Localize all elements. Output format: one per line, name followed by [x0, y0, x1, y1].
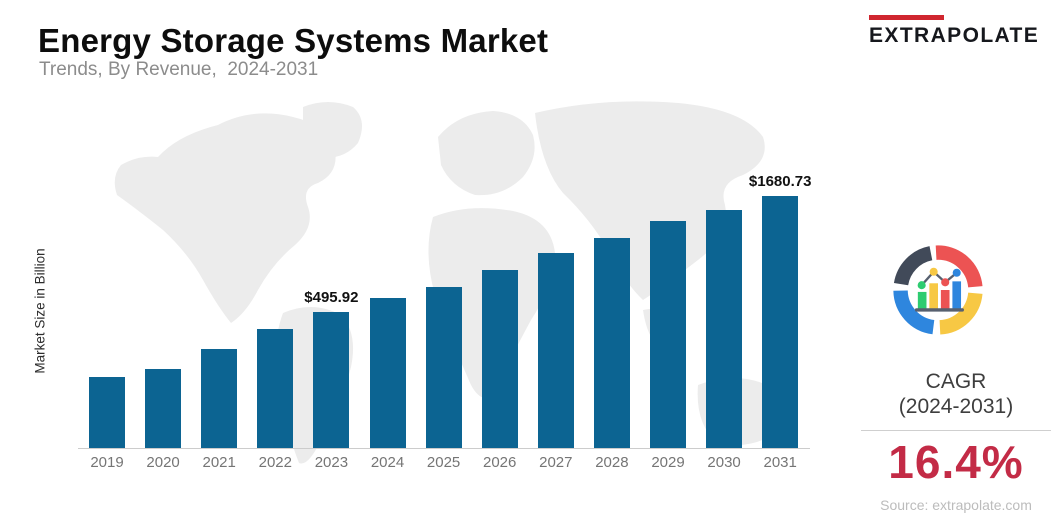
- bar-2028: [593, 238, 630, 448]
- data-label-2023: $495.92: [304, 289, 359, 306]
- x-axis-label-2022: 2022: [258, 454, 292, 471]
- source-attribution: Source: extrapolate.com: [880, 497, 1032, 514]
- x-axis-label-2026: 2026: [483, 454, 517, 471]
- donut-segment-charcoal: [893, 246, 933, 286]
- map-europe: [438, 111, 535, 196]
- logo-wordmark: EXTRAPOLATE: [869, 24, 1040, 47]
- data-label-2031: $1680.73: [748, 173, 812, 190]
- x-axis-label-2028: 2028: [595, 454, 629, 471]
- bar-2027: [537, 253, 574, 448]
- bar-2031: [762, 196, 799, 448]
- donut-segment-red: [935, 245, 983, 288]
- cagr-value: 16.4%: [888, 435, 1024, 488]
- page-title: Energy Storage Systems Market: [38, 22, 549, 59]
- y-axis-label: Market Size in Billion: [32, 248, 48, 374]
- x-axis-label-2031: 2031: [763, 454, 797, 471]
- bar-2019: [89, 377, 125, 448]
- trend-chart-icon: [914, 267, 964, 312]
- x-axis-label-2030: 2030: [707, 454, 741, 471]
- x-axis-line: [78, 448, 810, 449]
- x-axis-labels: 2019 2020 2021 2022 2023 2024 2025 2026 2027 2028…: [89, 454, 849, 476]
- x-axis-label-2029: 2029: [651, 454, 685, 471]
- cagr-label: CAGR: [925, 370, 987, 393]
- bar-2029: [650, 221, 686, 448]
- x-axis-label-2023: 2023: [314, 454, 349, 471]
- x-axis-label-2020: 2020: [146, 454, 180, 471]
- x-axis-label-2024: 2024: [370, 454, 405, 471]
- bar-2023: [313, 312, 350, 448]
- bar-2021: [201, 349, 238, 448]
- x-axis-label-2021: 2021: [202, 454, 236, 471]
- cagr-period: (2024-2031): [898, 394, 1014, 418]
- donut-segment-blue: [893, 290, 935, 335]
- x-axis-label-2019: 2019: [90, 454, 124, 471]
- bar-chart: $495.92 $1680.73: [89, 0, 849, 448]
- donut-segment-yellow: [939, 292, 983, 335]
- bar-2022: [257, 329, 294, 448]
- panel-divider: [861, 429, 1051, 431]
- bar-2020: [145, 369, 182, 448]
- cagr-panel: CAGR (2024-2031) 16.4% Source: extrapola…: [861, 370, 1051, 513]
- bar-2030: [706, 210, 743, 448]
- logo-accent-bar: [869, 15, 944, 20]
- cagr-donut-icon: [890, 242, 986, 338]
- bar-2025: [425, 287, 462, 448]
- x-axis-label-2025: 2025: [426, 454, 461, 471]
- page-subtitle: Trends, By Revenue, 2024-2031: [39, 59, 319, 80]
- brand-logo: EXTRAPOLATE: [869, 15, 1039, 48]
- bar-2026: [481, 270, 518, 448]
- x-axis-label-2027: 2027: [539, 454, 573, 471]
- map-greenland: [302, 102, 362, 158]
- bar-2024: [369, 298, 406, 448]
- map-north-america: [114, 113, 336, 323]
